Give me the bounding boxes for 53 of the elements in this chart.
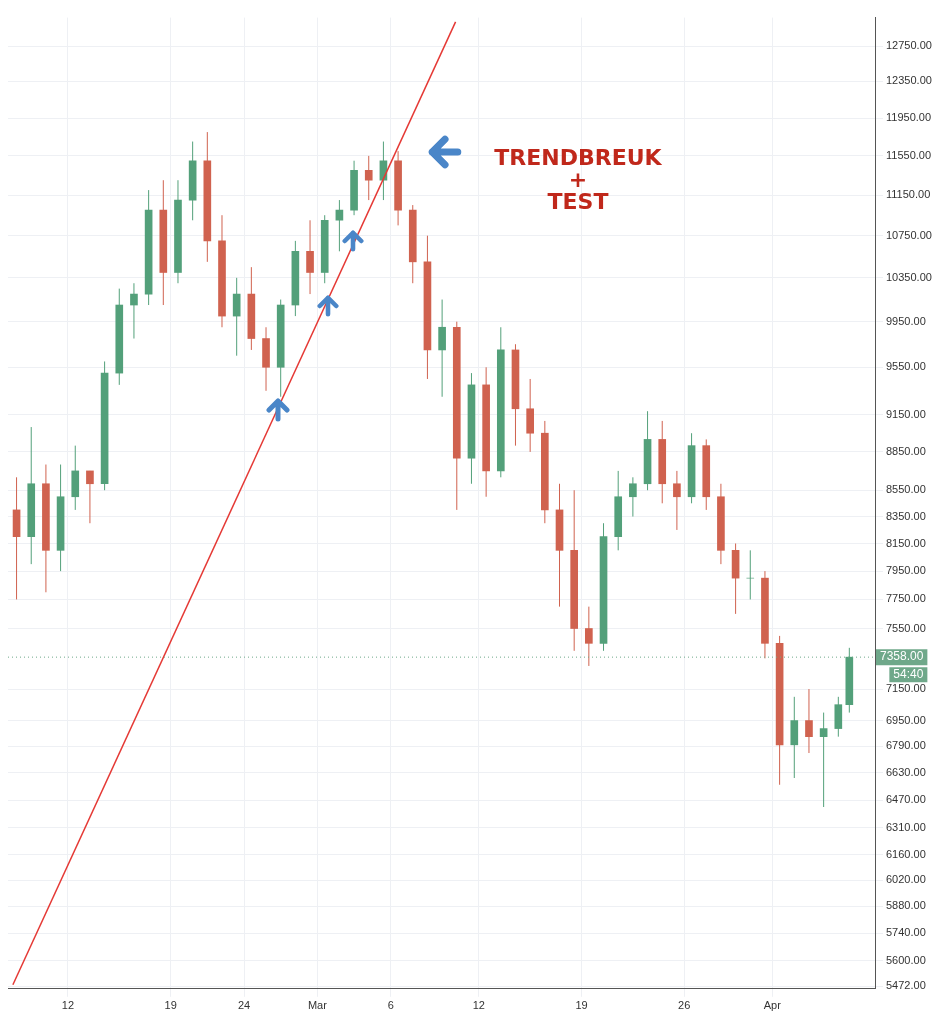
- y-tick-label: 5880.00: [886, 899, 926, 912]
- candlestick: [306, 219, 314, 295]
- y-tick-label: 9150.00: [886, 407, 926, 420]
- y-tick-label: 8350.00: [886, 509, 926, 522]
- candlestick: [130, 282, 138, 340]
- x-tick-label: 19: [164, 999, 177, 1012]
- y-tick-label: 11950.00: [886, 111, 932, 124]
- x-tick-label: Mar: [307, 999, 328, 1012]
- y-tick-label: 6470.00: [886, 793, 926, 806]
- y-tick-label: 8850.00: [886, 444, 926, 457]
- text: 54:40: [893, 667, 924, 682]
- x-tick-label: 12: [61, 999, 75, 1012]
- y-tick-label: 7950.00: [886, 564, 926, 577]
- candlestick: [335, 199, 344, 252]
- y-tick-label: 11550.00: [886, 148, 932, 161]
- x-tick-label: Apr: [763, 999, 782, 1012]
- y-tick-label: 5600.00: [886, 953, 926, 966]
- y-tick-label: 12750.00: [886, 39, 932, 52]
- y-tick-label: 6310.00: [886, 820, 926, 833]
- candlestick: [629, 476, 637, 518]
- y-tick-label: 6020.00: [886, 873, 926, 886]
- y-tick-label: 8150.00: [886, 536, 926, 549]
- y-tick-label: 6950.00: [886, 713, 926, 726]
- ref-line-label: 7358.00: [880, 649, 924, 664]
- x-tick-label: 26: [678, 999, 691, 1012]
- candlestick: [364, 155, 373, 201]
- annotation: TRENDBREUK + TEST: [494, 145, 663, 215]
- y-tick-label: 6630.00: [886, 765, 926, 778]
- y-tick-label: 9950.00: [886, 314, 926, 327]
- y-tick-label: 10750.00: [886, 228, 932, 241]
- x-tick-label: 12: [472, 999, 485, 1012]
- candlestick: [86, 470, 94, 524]
- candlestick: [438, 299, 446, 398]
- candlestick: [232, 277, 241, 357]
- y-tick-label: 7150.00: [886, 682, 926, 695]
- x-tick-label: 19: [575, 999, 588, 1012]
- x-tick-label: 6: [387, 999, 394, 1012]
- y-tick-label: 5472.00: [886, 979, 926, 992]
- y-tick-label: 11150.00: [886, 188, 931, 201]
- y-tick-label: 7550.00: [886, 621, 926, 634]
- y-tick-label: 8550.00: [886, 483, 926, 496]
- x-tick-label: 24: [237, 999, 251, 1012]
- y-tick-label: 7750.00: [886, 592, 926, 605]
- y-tick-label: 5740.00: [886, 926, 926, 939]
- candlestick: [673, 470, 681, 531]
- y-tick-label: 6790.00: [886, 739, 926, 752]
- candlestick: [819, 712, 828, 808]
- y-tick-label: 6160.00: [886, 847, 926, 860]
- y-tick-label: 12350.00: [886, 74, 932, 87]
- candlestick: [585, 606, 593, 667]
- candlestick: [805, 688, 813, 754]
- y-tick-label: 10350.00: [886, 270, 932, 283]
- y-tick-label: 9550.00: [886, 360, 926, 373]
